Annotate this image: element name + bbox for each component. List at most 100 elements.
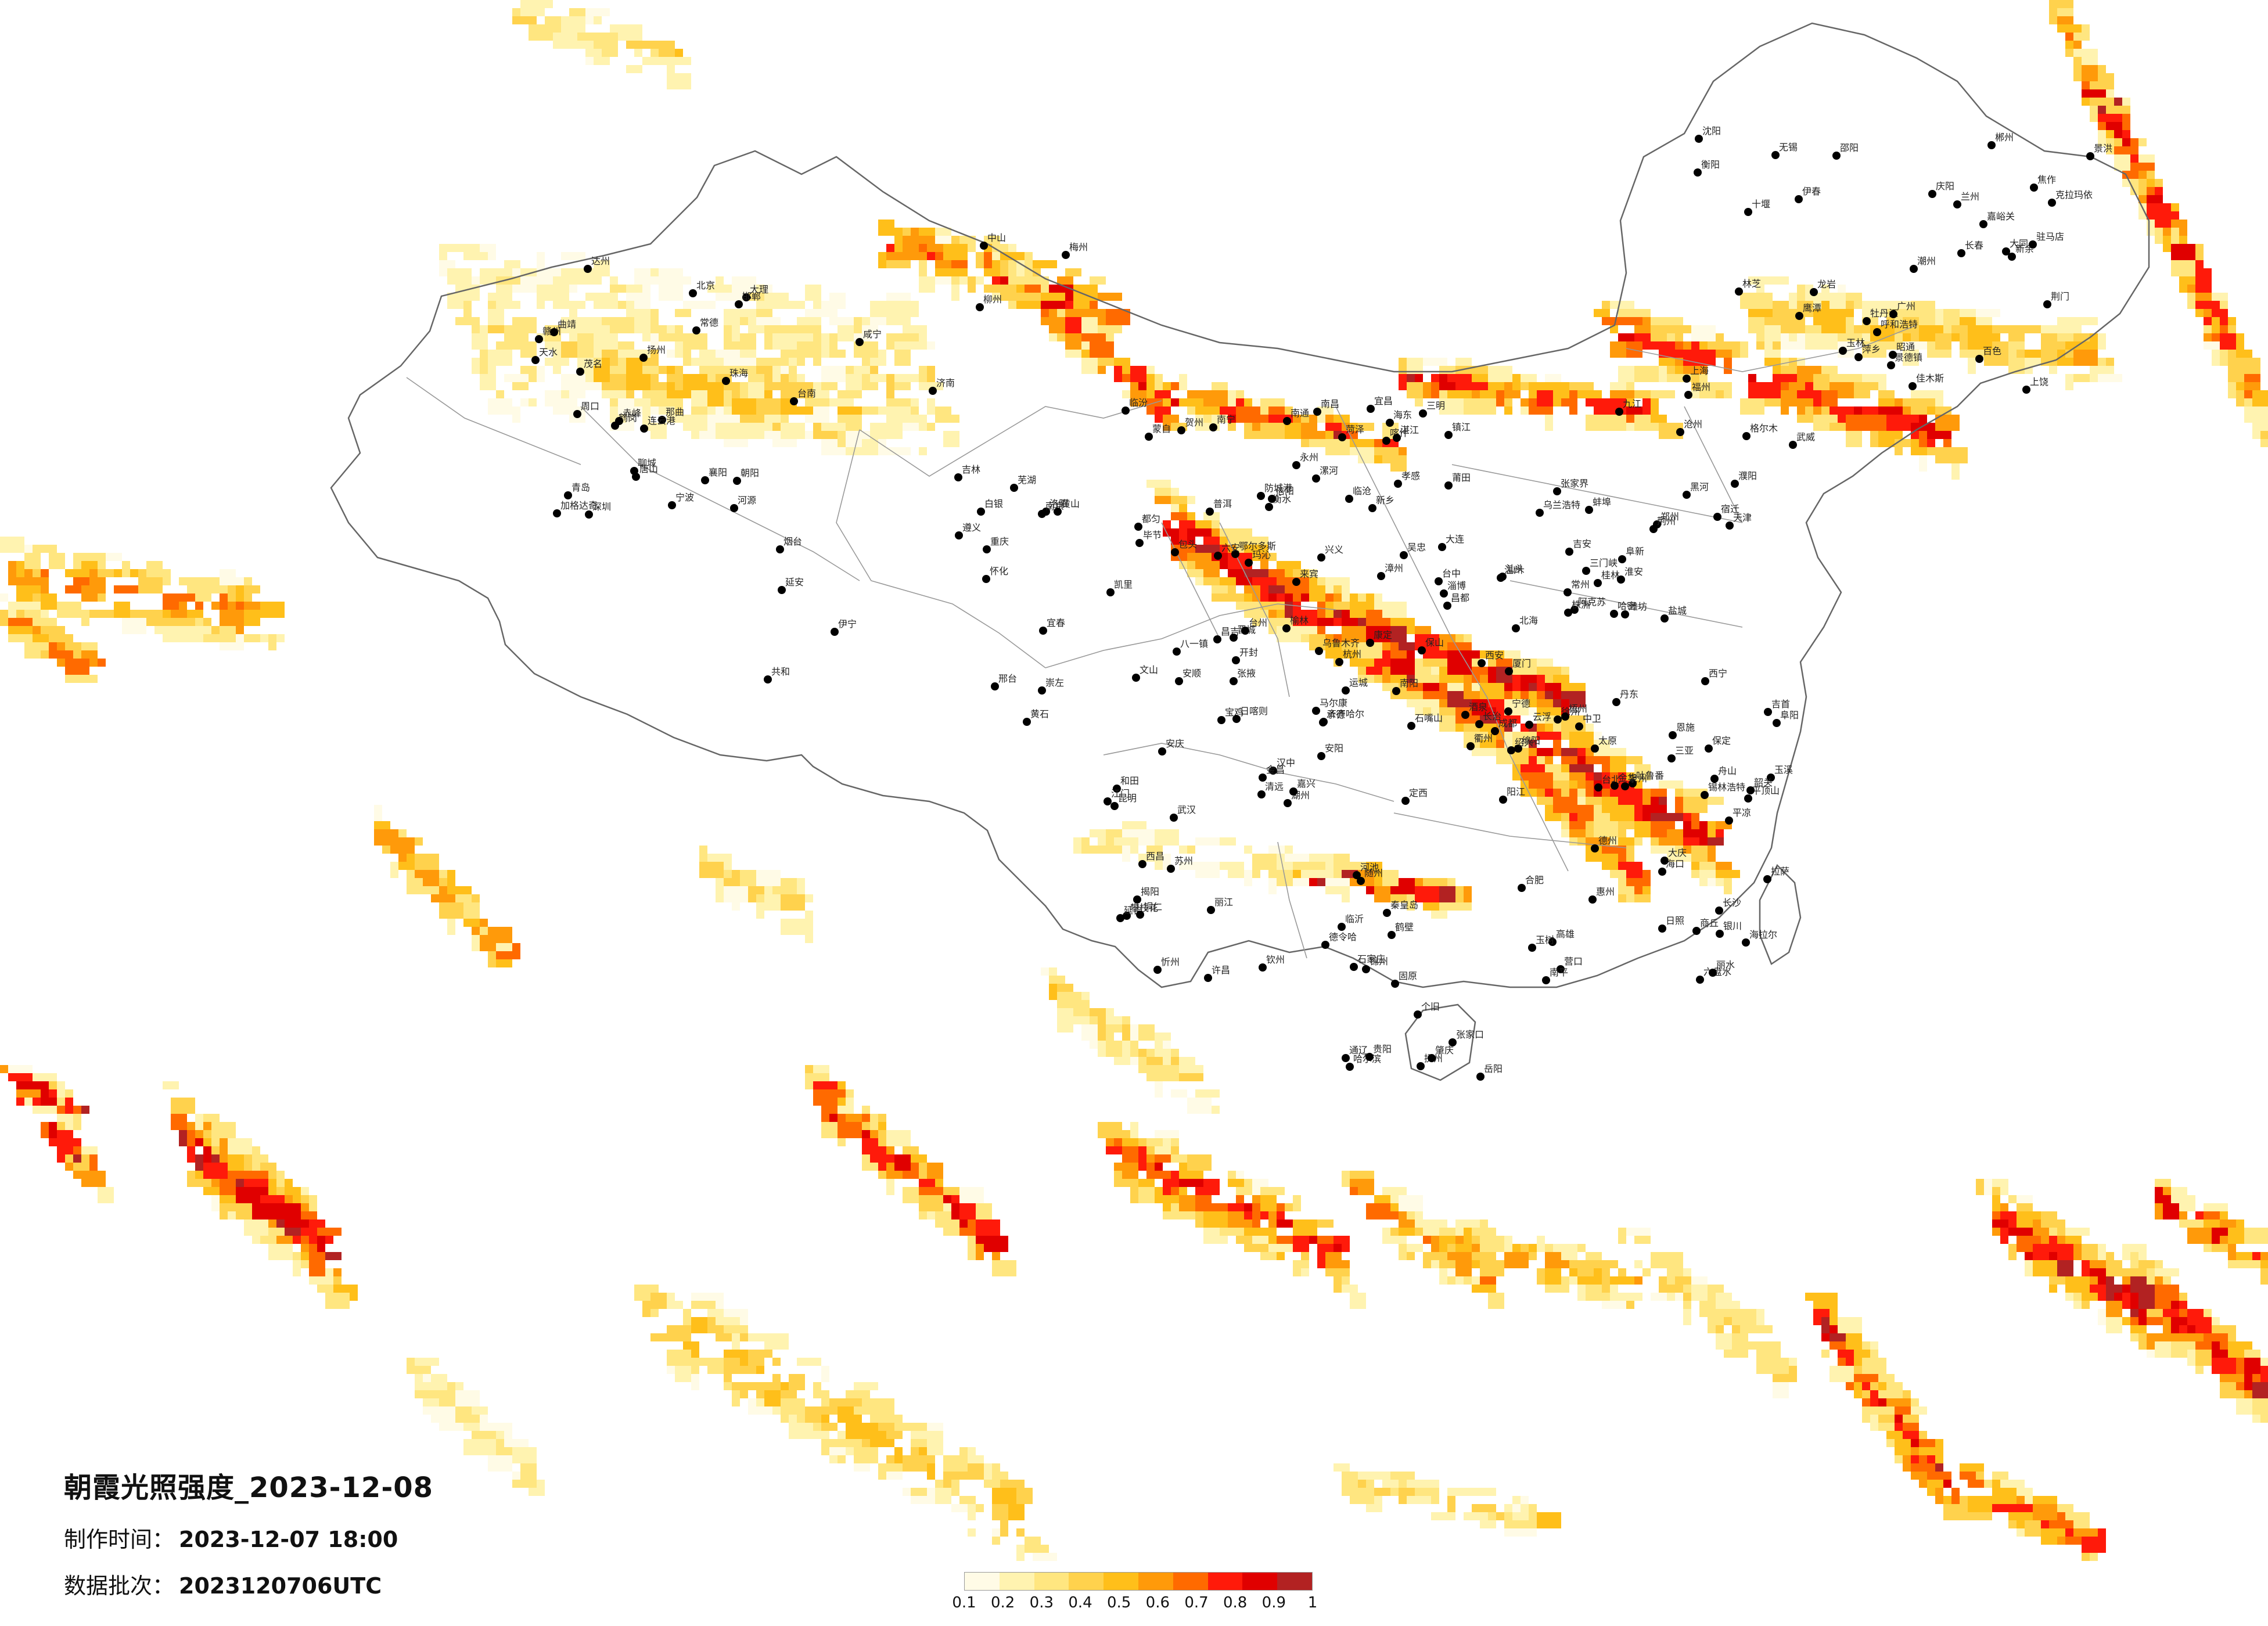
intensity-cell [919, 1163, 927, 1179]
intensity-cell [732, 398, 756, 415]
intensity-cell [1716, 878, 1724, 886]
intensity-cell [1618, 789, 1642, 805]
intensity-cell [260, 1195, 285, 1203]
intensity-cell [732, 1390, 740, 1406]
intensity-cell [1903, 350, 1919, 366]
intensity-cell [1317, 1236, 1334, 1244]
intensity-cell [1943, 1512, 1951, 1520]
city-label: 商丘 [1700, 918, 1719, 929]
intensity-cell [1415, 886, 1439, 902]
intensity-cell [415, 870, 439, 878]
intensity-cell [1041, 309, 1049, 317]
city-label: 文山 [1140, 664, 1158, 675]
intensity-cell [1081, 1024, 1098, 1041]
intensity-cell [1512, 390, 1521, 398]
intensity-cell [1919, 1455, 1927, 1463]
intensity-cell [2049, 1252, 2057, 1260]
intensity-cell [650, 1309, 659, 1317]
intensity-cell [390, 846, 415, 854]
intensity-cell [1122, 1163, 1138, 1179]
intensity-cell [1146, 480, 1171, 488]
intensity-cell [585, 33, 594, 41]
intensity-cell [618, 301, 626, 309]
intensity-cell [1610, 870, 1626, 878]
intensity-cell [968, 276, 976, 293]
intensity-cell [2065, 374, 2073, 390]
intensity-cell [1090, 846, 1114, 854]
intensity-cell [756, 870, 781, 886]
intensity-cell [73, 561, 81, 569]
intensity-cell [659, 366, 667, 374]
intensity-cell [520, 398, 529, 406]
intensity-cell [1317, 585, 1325, 602]
intensity-cell [1659, 780, 1675, 789]
intensity-cell [106, 553, 122, 561]
intensity-cell [439, 244, 447, 260]
intensity-cell [512, 406, 520, 423]
intensity-cell [1960, 1472, 1976, 1480]
intensity-cell [1764, 276, 1789, 285]
city-dot [778, 586, 786, 594]
city-marker: 大连 [1438, 534, 1464, 551]
intensity-cell [821, 1406, 829, 1415]
intensity-cell [220, 610, 244, 626]
intensity-cell [2057, 24, 2082, 33]
intensity-cell [1878, 406, 1903, 415]
intensity-cell [1350, 447, 1358, 455]
intensity-cell [407, 870, 415, 878]
intensity-cell [919, 276, 935, 293]
intensity-cell [838, 1398, 862, 1406]
city-marker: 黑河 [1683, 481, 1709, 499]
intensity-cell [740, 415, 764, 423]
intensity-cell [1708, 358, 1716, 366]
city-dot [1701, 791, 1709, 799]
intensity-cell [1716, 350, 1732, 358]
intensity-cell [1504, 650, 1521, 659]
intensity-cell [1577, 829, 1586, 837]
city-dot [1726, 521, 1734, 530]
intensity-cell [1472, 1228, 1496, 1236]
intensity-cell [618, 398, 634, 415]
intensity-cell [813, 1382, 821, 1398]
intensity-cell [463, 1423, 480, 1431]
intensity-cell [683, 1309, 691, 1325]
intensity-cell [870, 341, 878, 358]
intensity-cell [553, 33, 577, 49]
intensity-cell [1854, 406, 1862, 415]
intensity-cell [1260, 1244, 1268, 1252]
intensity-cell [1716, 1333, 1732, 1350]
intensity-cell [8, 626, 33, 634]
intensity-cell [1610, 382, 1626, 390]
intensity-cell [1634, 1236, 1651, 1244]
city-label: 柳州 [983, 294, 1002, 305]
intensity-cell [1423, 659, 1447, 667]
intensity-cell [1602, 764, 1610, 772]
intensity-cell [195, 618, 203, 626]
city-dot [1594, 579, 1602, 587]
intensity-cell [1561, 398, 1569, 406]
intensity-cell [1244, 1228, 1252, 1236]
intensity-cell [73, 553, 89, 561]
intensity-cell [943, 244, 968, 260]
intensity-cell [8, 1073, 33, 1081]
intensity-cell [1805, 406, 1813, 423]
intensity-cell [903, 1455, 911, 1463]
intensity-cell [1350, 1187, 1358, 1195]
intensity-cell [626, 65, 642, 73]
intensity-cell [301, 1195, 309, 1203]
intensity-cell [1569, 780, 1577, 789]
intensity-cell [2017, 325, 2041, 333]
intensity-cell [1691, 1285, 1708, 1301]
intensity-cell [2114, 154, 2130, 171]
city-marker: 开封 [1232, 647, 1258, 664]
intensity-cell [439, 902, 447, 919]
intensity-cell [838, 325, 846, 333]
intensity-cell [2147, 1333, 2155, 1350]
intensity-cell [2114, 1293, 2122, 1301]
city-label: 和田 [1120, 775, 1139, 786]
intensity-cell [1821, 1317, 1830, 1333]
intensity-cell [1090, 341, 1114, 358]
intensity-cell [1773, 374, 1797, 382]
intensity-cell [935, 406, 951, 423]
intensity-cell [1903, 341, 1927, 350]
